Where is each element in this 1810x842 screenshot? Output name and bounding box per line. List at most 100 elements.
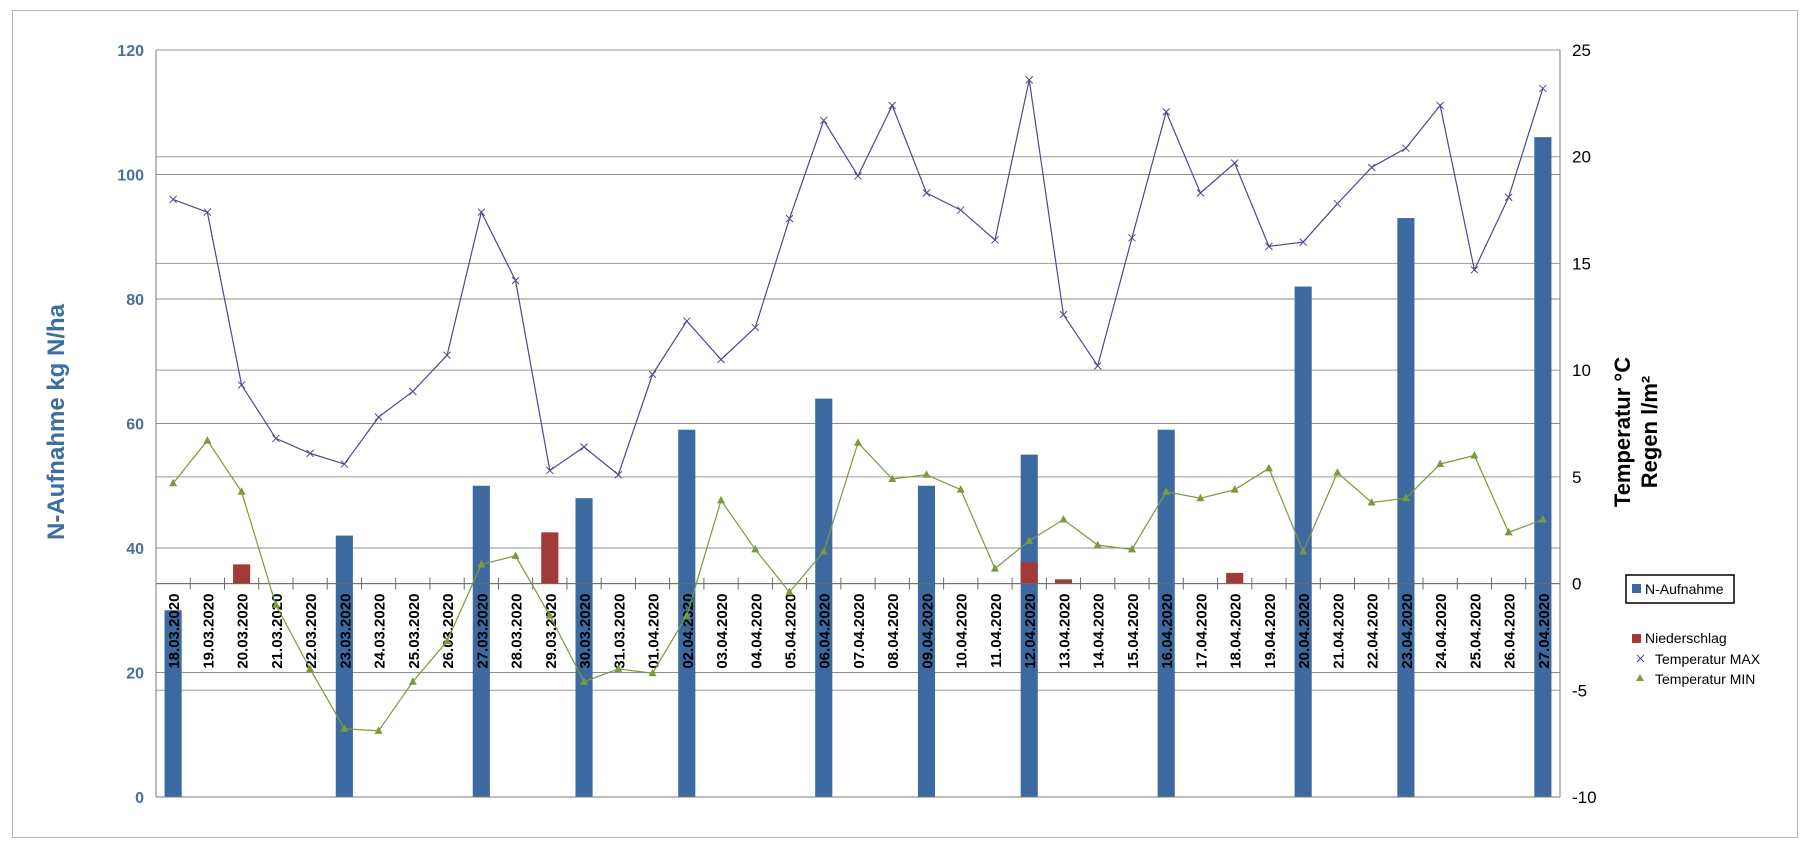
temp-max-point xyxy=(545,466,554,475)
temp-max-point xyxy=(922,189,931,197)
x-tick-label: 21.04.2020 xyxy=(1330,594,1347,669)
temp-min-point xyxy=(648,668,657,677)
x-tick-label: 24.03.2020 xyxy=(372,594,389,669)
n-aufnahme-bar xyxy=(164,610,182,797)
temp-min-point xyxy=(888,474,897,482)
temp-min-point xyxy=(477,559,486,568)
temp-max-point xyxy=(854,172,862,180)
y-tick-right: 15 xyxy=(1572,254,1591,273)
y-tick-left: 40 xyxy=(126,541,144,558)
temp-max-point xyxy=(614,470,623,479)
category-labels: 18.03.2020 19.03.2020 20.03.2020 21.03.2020… xyxy=(166,594,1553,669)
x-tick-label: 26.04.2020 xyxy=(1502,594,1519,669)
temp-max-point xyxy=(580,443,588,451)
temp-min-point xyxy=(1196,493,1205,502)
temp-min-point xyxy=(340,724,349,732)
y-tick-right: 20 xyxy=(1572,148,1591,167)
y-axis-right-label-line-2: Regen l/m² xyxy=(1637,376,1662,488)
temp-max-point xyxy=(956,206,965,214)
niederschlag-bar xyxy=(233,564,251,584)
temp-max-point xyxy=(648,370,657,379)
temp-max-point xyxy=(1504,193,1513,202)
x-tick-label: 15.04.2020 xyxy=(1125,594,1142,669)
temp-max-point xyxy=(1196,189,1205,197)
y-tick-left: 100 xyxy=(117,168,144,185)
temp-max-point xyxy=(1539,84,1547,93)
x-tick-label: 28.03.2020 xyxy=(509,594,526,669)
x-tick-label: 07.04.2020 xyxy=(851,594,868,669)
x-tick-label: 29.03.2020 xyxy=(543,594,560,669)
temp-max-point xyxy=(888,101,897,110)
temp-max-point xyxy=(751,323,760,332)
temp-min-point xyxy=(306,664,315,672)
legend-box-n-aufnahme xyxy=(1625,574,1735,604)
temp-max-point xyxy=(511,276,520,285)
temp-max-point xyxy=(1265,242,1273,251)
x-tick-label: 22.04.2020 xyxy=(1365,594,1382,669)
n-aufnahme-bar xyxy=(1397,218,1415,797)
x-tick-label: 23.03.2020 xyxy=(337,594,354,669)
y-tick-right: 5 xyxy=(1572,468,1581,487)
temp-min-point xyxy=(751,544,760,553)
x-tick-label: 19.03.2020 xyxy=(200,594,217,669)
legend-label-n-aufnahme: N-Aufnahme xyxy=(1645,581,1724,597)
temp-max-point xyxy=(272,434,280,443)
x-tick-label: 06.04.2020 xyxy=(817,594,834,669)
legend-label-temp-min: Temperatur MIN xyxy=(1655,671,1755,687)
x-tick-label: 17.04.2020 xyxy=(1193,594,1210,669)
y-axis-left-label: N-Aufnahme kg N/ha xyxy=(43,303,70,540)
temp-min-point xyxy=(271,600,280,608)
x-tick-label: 02.04.2020 xyxy=(680,594,697,669)
temp-min-point xyxy=(717,495,726,504)
x-tick-label: 18.03.2020 xyxy=(166,594,183,669)
temp-min-point xyxy=(956,485,965,493)
x-tick-label: 14.04.2020 xyxy=(1091,594,1108,669)
legend-swatch-n-aufnahme xyxy=(1632,584,1641,593)
temp-max-point xyxy=(1470,265,1479,274)
x-tick-label: 08.04.2020 xyxy=(885,594,902,669)
n-aufnahme-bar xyxy=(917,485,936,797)
temperature-lines xyxy=(169,76,1547,734)
x-tick-label: 30.03.2020 xyxy=(577,594,594,669)
temp-min-point xyxy=(1299,547,1308,555)
x-tick-label: 03.04.2020 xyxy=(714,594,731,669)
n-aufnahme-bar xyxy=(575,498,593,797)
legend-label-temp-max: Temperatur MAX xyxy=(1655,651,1761,667)
temp-max-point xyxy=(1128,233,1136,242)
temp-min-point xyxy=(1264,463,1273,472)
x-tick-label: 10.04.2020 xyxy=(954,594,971,669)
legend-swatch-niederschlag xyxy=(1632,634,1641,643)
n-aufnahme-bar xyxy=(1157,429,1175,797)
y-tick-right: 25 xyxy=(1572,41,1591,60)
temp-min-point xyxy=(1059,515,1068,523)
y-axis-right-label-line-1: Temperatur °C xyxy=(1610,357,1635,507)
y-tick-left: 80 xyxy=(126,292,144,309)
x-tick-label: 31.03.2020 xyxy=(611,594,628,669)
temp-min-point xyxy=(854,438,862,446)
n-aufnahme-bars xyxy=(164,137,1552,797)
x-tick-label: 04.04.2020 xyxy=(748,594,765,669)
legend: N-Aufnahme Niederschlag Temperatur MAX Temp… xyxy=(1625,574,1761,687)
temp-min-point xyxy=(990,564,999,572)
legend-marker-temp-min xyxy=(1636,674,1644,681)
temp-max-point xyxy=(408,387,417,396)
temp-min-point xyxy=(511,551,520,559)
x-tick-label: 27.03.2020 xyxy=(474,594,491,669)
x-tick-label: 01.04.2020 xyxy=(646,594,663,669)
temp-min-point xyxy=(819,547,828,555)
temp-max-point xyxy=(1230,159,1239,167)
x-tick-label: 26.03.2020 xyxy=(440,594,457,669)
temp-max-point xyxy=(1093,362,1102,370)
temp-max-point xyxy=(1436,101,1445,110)
temp-max-point xyxy=(374,413,383,421)
temp-max-point xyxy=(306,449,314,458)
y-tick-left: 0 xyxy=(135,790,144,807)
temp-min-point xyxy=(785,587,794,596)
niederschlag-bar xyxy=(1020,562,1038,584)
x-tick-label: 20.03.2020 xyxy=(235,594,252,669)
temp-max-point xyxy=(1333,199,1342,208)
x-tick-label: 21.03.2020 xyxy=(269,594,286,669)
x-tick-label: 11.04.2020 xyxy=(988,594,1005,668)
temp-min-point xyxy=(922,470,931,478)
